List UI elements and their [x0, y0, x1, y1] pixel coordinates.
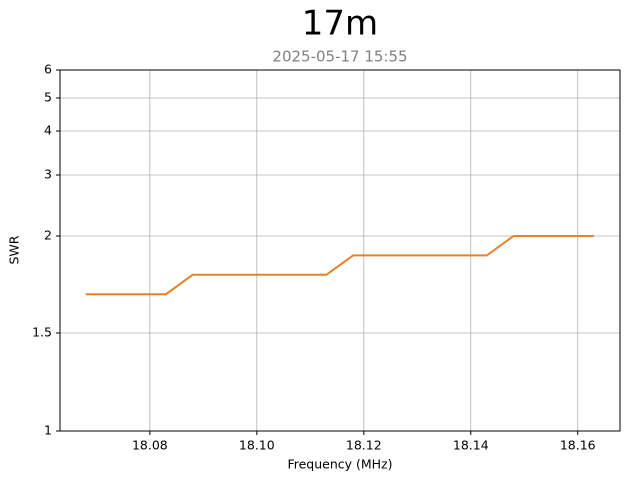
x-axis-label: Frequency (MHz) — [287, 457, 392, 472]
data-line — [85, 235, 594, 296]
x-tick-label: 18.16 — [560, 438, 596, 453]
x-tick-label: 18.12 — [346, 438, 382, 453]
chart-subtitle: 2025-05-17 15:55 — [272, 48, 407, 66]
x-tick-label: 18.08 — [132, 438, 168, 453]
y-tick-label: 1.5 — [32, 325, 52, 340]
y-tick-label: 3 — [44, 167, 52, 182]
x-tick-label: 18.14 — [453, 438, 489, 453]
y-tick-label: 5 — [44, 90, 52, 105]
plot-frame — [59, 69, 621, 432]
x-tick-label: 18.10 — [239, 438, 275, 453]
y-axis-label: SWR — [7, 235, 22, 264]
chart-title: 17m — [302, 4, 378, 44]
y-tick-label: 1 — [44, 423, 52, 438]
y-tick-label: 4 — [44, 123, 52, 138]
y-tick-label: 6 — [44, 62, 52, 77]
y-tick-label: 2 — [44, 228, 52, 243]
